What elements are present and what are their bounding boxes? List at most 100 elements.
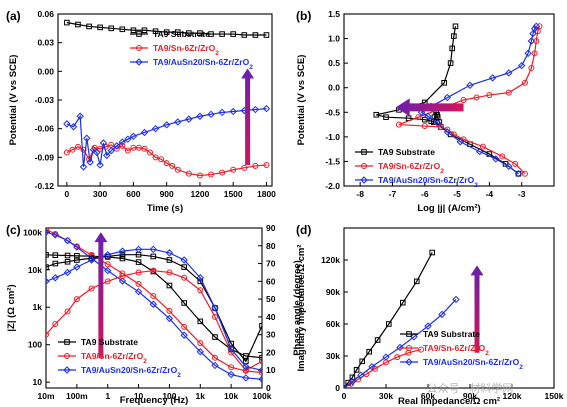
data-point — [517, 61, 526, 70]
y-tick-label: 0.00 — [37, 66, 54, 76]
x-tick-label: -3 — [518, 189, 526, 199]
data-point — [228, 364, 235, 371]
data-layer — [344, 249, 460, 388]
series-line — [344, 299, 457, 388]
data-point — [64, 252, 71, 259]
data-point — [531, 50, 538, 57]
data-point — [382, 353, 390, 361]
data-point — [488, 74, 497, 82]
data-point — [165, 249, 174, 257]
data-point — [344, 384, 348, 388]
series-line — [376, 26, 519, 175]
legend-label: TA9 Substrate — [153, 29, 210, 39]
panel-letter: (d) — [296, 223, 311, 237]
data-point — [499, 153, 506, 160]
data-point — [93, 148, 101, 157]
y-tick-label: 10 — [33, 377, 43, 387]
x-tick-label: 300 — [93, 189, 107, 199]
data-point — [218, 108, 226, 117]
series-line — [66, 108, 267, 167]
legend: TA9 Substrate TA9/Sn-6Zr/ZrO2TA9/AuSn20/S… — [58, 337, 181, 379]
data-point — [174, 166, 181, 173]
legend: TA9 Substrate TA9/Sn-6Zr/ZrO2TA9/AuSn20/S… — [130, 29, 253, 71]
data-point — [357, 371, 365, 379]
legend-label: TA9/Sn-6Zr/ZrO2 — [153, 43, 219, 57]
data-point — [197, 30, 203, 36]
data-point — [447, 60, 454, 66]
data-point — [181, 274, 188, 281]
data-point — [241, 164, 248, 171]
data-point — [251, 105, 260, 114]
data-point — [86, 23, 92, 30]
data-point — [211, 361, 219, 370]
y2-tick-label: 0 — [266, 383, 271, 393]
x-tick-label: 100 — [162, 391, 176, 401]
y-tick-label: 0.06 — [37, 9, 54, 19]
y2-tick-label: 20 — [266, 347, 276, 357]
data-point — [180, 331, 188, 339]
data-point — [129, 132, 138, 141]
data-point — [135, 259, 142, 265]
y2-tick-label: 50 — [266, 294, 276, 304]
series-line — [46, 248, 262, 371]
x-tick-label: 100k — [253, 391, 272, 401]
x-tick-label: -4 — [486, 189, 494, 199]
data-point — [415, 114, 422, 121]
legend-marker — [64, 339, 70, 345]
data-point — [46, 228, 50, 236]
data-point — [473, 94, 480, 101]
data-point — [530, 25, 539, 33]
data-point — [104, 278, 111, 285]
data-point — [166, 307, 173, 314]
data-point — [456, 138, 465, 146]
data-point — [443, 93, 452, 102]
y-tick-label: -0.06 — [35, 124, 55, 134]
data-point — [229, 107, 237, 116]
series-line — [46, 231, 262, 380]
x-tick-label: 1500 — [224, 189, 243, 199]
y-tick-label: 0.0 — [328, 83, 340, 93]
data-point — [186, 30, 192, 36]
legend-label: TA9/AuSn20/Sn-6Zr/ZrO2 — [378, 175, 478, 189]
legend: TA9 Substrate TA9/Sn-6Zr/ZrO2TA9/AuSn20/S… — [355, 147, 478, 189]
legend-marker — [361, 163, 367, 169]
series-ta9-ausn20-sn-6zr-zro2 — [344, 295, 460, 388]
data-layer — [63, 19, 271, 179]
x-tick-label: 120k — [503, 391, 522, 401]
y-tick-label: 90k — [326, 287, 340, 297]
plot-frame — [45, 227, 263, 389]
data-point — [169, 162, 176, 169]
data-point — [386, 321, 392, 327]
data-point — [73, 296, 80, 303]
y-tick-label: 60k — [326, 319, 340, 329]
x-tick-label: -8 — [356, 189, 364, 199]
data-point — [359, 358, 365, 365]
data-point — [196, 274, 204, 282]
data-point — [259, 369, 262, 376]
panel-letter: (a) — [6, 9, 21, 23]
data-point — [46, 264, 49, 270]
data-point — [196, 112, 204, 120]
x-tick-label: 1 — [105, 391, 110, 401]
data-point — [163, 160, 170, 167]
data-point — [119, 251, 126, 258]
data-point — [130, 144, 137, 151]
trend-arrow — [241, 68, 255, 165]
series-line — [46, 270, 262, 371]
data-point — [46, 228, 49, 233]
data-point — [86, 158, 94, 166]
data-point — [46, 331, 49, 338]
y-tick-label: -1.5 — [325, 156, 340, 166]
data-point — [118, 138, 127, 146]
data-point — [536, 23, 543, 30]
y2-tick-label: 90 — [266, 223, 276, 233]
data-point — [118, 247, 127, 255]
data-point — [438, 310, 446, 319]
y-axis-title: Imaginary impedance/Ω cm² — [296, 245, 307, 372]
x-axis-title: Frequency (Hz) — [120, 395, 189, 406]
series-ta9-ausn20-sn-6zr-zro2 — [63, 104, 271, 171]
data-point — [383, 114, 389, 121]
x-tick-label: 150k — [545, 391, 564, 401]
data-point — [259, 354, 262, 361]
data-point — [433, 119, 442, 127]
